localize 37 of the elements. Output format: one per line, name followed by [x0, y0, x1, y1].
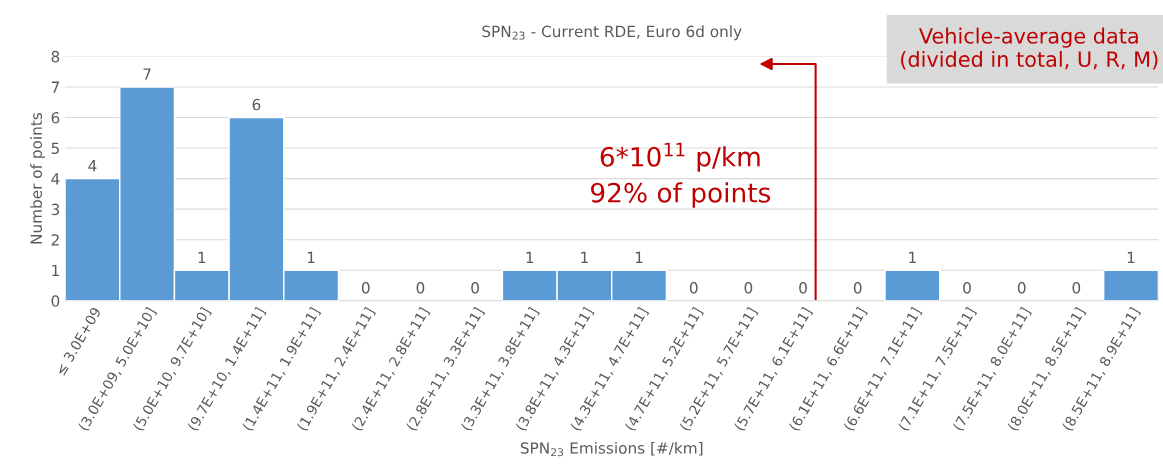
annotation: 6*10$^{11}$ p/km: [600, 142, 760, 172]
y-tick-label: 1: [52, 264, 59, 277]
bar: [1102, 269, 1159, 301]
y-tick-label: 6: [51, 111, 60, 124]
data-label: 0: [416, 282, 425, 294]
data-label: 0: [1072, 282, 1081, 294]
data-label: 0: [1017, 282, 1026, 294]
y-tick-label: 0: [51, 295, 60, 307]
bar: [884, 269, 941, 301]
y-tick-label: 7: [51, 81, 59, 93]
data-label: 0: [361, 282, 370, 294]
data-label: 7: [143, 68, 151, 80]
y-tick-label: 3: [51, 203, 60, 216]
y-axis-title: Number of points: [30, 112, 45, 244]
data-label: 0: [689, 282, 698, 294]
data-label: 1: [198, 251, 206, 263]
chart-title: SPN$_{23}$ - Current RDE, Euro 6d only: [482, 25, 742, 41]
data-label: 1: [307, 251, 315, 263]
y-tick-label: 2: [51, 234, 59, 246]
y-tick-label: 5: [51, 142, 59, 155]
data-label: 1: [1127, 251, 1135, 263]
data-label: 0: [471, 282, 479, 294]
data-label: 0: [853, 282, 862, 294]
data-label: 4: [88, 160, 97, 172]
data-label: 1: [526, 251, 534, 263]
annotation: 92% of points: [591, 182, 771, 208]
data-label: 0: [799, 282, 807, 294]
y-tick-label: 4: [51, 173, 60, 185]
data-label: 1: [635, 251, 643, 263]
data-label: 6: [252, 98, 261, 111]
data-label: 0: [744, 282, 753, 294]
data-label: 0: [963, 282, 971, 294]
data-label: 1: [909, 251, 916, 263]
x-axis-title: SPN$_{23}$ Emissions [#/km]: [520, 441, 703, 457]
annotation: Vehicle-average data (divided in total, U, R, M): [901, 27, 1158, 70]
y-tick-label: 8: [51, 50, 60, 63]
data-label: 1: [581, 251, 588, 263]
